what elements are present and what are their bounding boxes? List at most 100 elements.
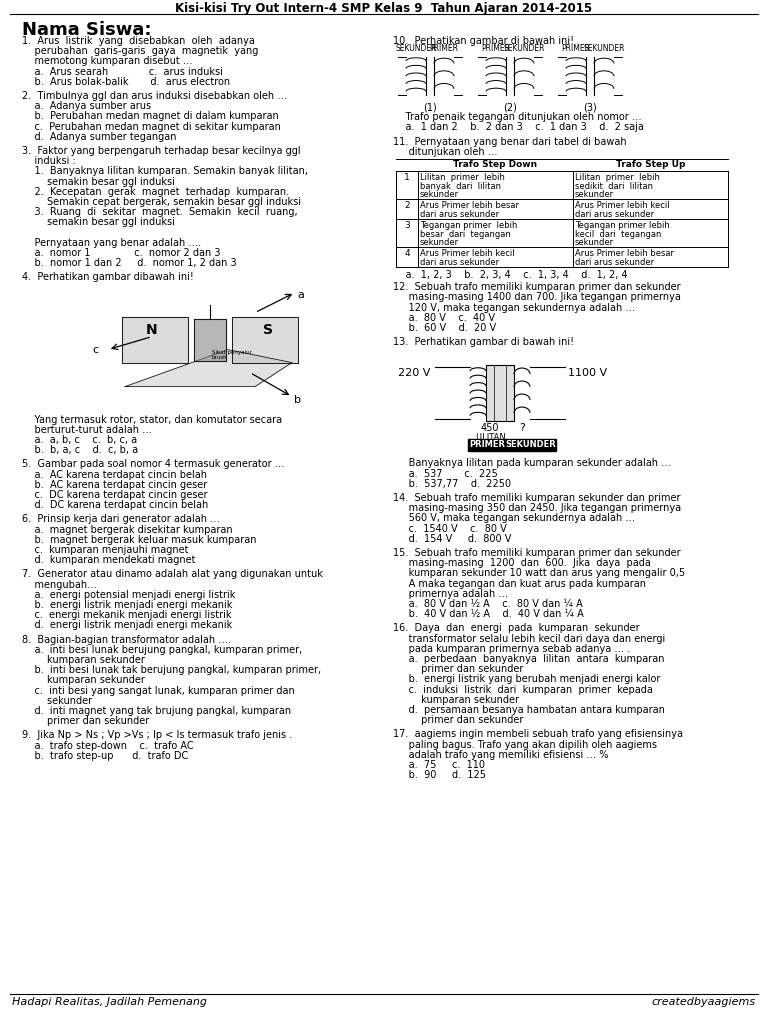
Text: a.  537       c.  225: a. 537 c. 225	[393, 469, 498, 478]
Text: 1.  Banyaknya lilitan kumparan. Semakin banyak lilitan,: 1. Banyaknya lilitan kumparan. Semakin b…	[22, 167, 308, 176]
Text: PRIMER: PRIMER	[561, 44, 591, 53]
Text: masing-masing 350 dan 2450. Jika tegangan primernya: masing-masing 350 dan 2450. Jika teganga…	[393, 503, 681, 513]
Text: pada kumparan primernya sebab adanya … .: pada kumparan primernya sebab adanya … .	[393, 644, 631, 653]
Text: Lilitan  primer  lebih: Lilitan primer lebih	[420, 173, 505, 182]
Text: a.  80 V dan ½ A    c.  80 V dan ¼ A: a. 80 V dan ½ A c. 80 V dan ¼ A	[393, 599, 583, 609]
Text: Banyaknya lilitan pada kumparan sekunder adalah …: Banyaknya lilitan pada kumparan sekunder…	[393, 459, 671, 468]
Polygon shape	[232, 316, 298, 362]
Text: b.  trafo step-up      d.  trafo DC: b. trafo step-up d. trafo DC	[22, 751, 188, 761]
Text: a.  energi potensial menjadi energi listrik: a. energi potensial menjadi energi listr…	[22, 590, 235, 600]
Text: sedikit  dari  lilitan: sedikit dari lilitan	[575, 181, 653, 190]
Text: b.  AC karena terdapat cincin geser: b. AC karena terdapat cincin geser	[22, 480, 207, 489]
Text: PRIMER: PRIMER	[429, 44, 458, 53]
Text: ditunjukan oleh …: ditunjukan oleh …	[393, 146, 498, 157]
Text: dari arus sekunder: dari arus sekunder	[575, 257, 654, 266]
Text: a.  perbedaan  banyaknya  lilitan  antara  kumparan: a. perbedaan banyaknya lilitan antara ku…	[393, 654, 664, 664]
Text: Arus Primer lebih kecil: Arus Primer lebih kecil	[575, 201, 670, 210]
Text: 11.  Pernyataan yang benar dari tabel di bawah: 11. Pernyataan yang benar dari tabel di …	[393, 136, 627, 146]
Text: semakin besar ggl induksi: semakin besar ggl induksi	[22, 176, 175, 186]
Text: a.  Arus searah             c.  arus induksi: a. Arus searah c. arus induksi	[22, 67, 223, 77]
Text: banyak  dari  lilitan: banyak dari lilitan	[420, 181, 501, 190]
Text: sekunder: sekunder	[575, 238, 614, 247]
Polygon shape	[122, 316, 188, 362]
Text: c.  energi mekanik menjadi energi listrik: c. energi mekanik menjadi energi listrik	[22, 610, 231, 621]
Text: Kisi-kisi Try Out Intern-4 SMP Kelas 9  Tahun Ajaran 2014-2015: Kisi-kisi Try Out Intern-4 SMP Kelas 9 T…	[175, 2, 593, 15]
Text: SEKUNDER: SEKUNDER	[583, 44, 624, 53]
Text: b.  magnet bergerak keluar masuk kumparan: b. magnet bergerak keluar masuk kumparan	[22, 535, 257, 545]
Text: dari arus sekunder: dari arus sekunder	[575, 210, 654, 218]
Text: a.  Adanya sumber arus: a. Adanya sumber arus	[22, 101, 151, 112]
Text: 12.  Sebuah trafo memiliki kumparan primer dan sekunder: 12. Sebuah trafo memiliki kumparan prime…	[393, 283, 680, 292]
Text: c.  DC karena terdapat cincin geser: c. DC karena terdapat cincin geser	[22, 490, 207, 500]
Text: A maka tegangan dan kuat arus pada kumparan: A maka tegangan dan kuat arus pada kumpa…	[393, 579, 646, 589]
Text: 5.  Gambar pada soal nomor 4 termasuk generator …: 5. Gambar pada soal nomor 4 termasuk gen…	[22, 460, 284, 469]
Text: Nama Siswa:: Nama Siswa:	[22, 22, 151, 39]
Text: Arus Primer lebih besar: Arus Primer lebih besar	[575, 249, 674, 258]
Text: paling bagus. Trafo yang akan dipilih oleh aagiems: paling bagus. Trafo yang akan dipilih ol…	[393, 739, 657, 750]
Text: b.  b, a, c    d.  c, b, a: b. b, a, c d. c, b, a	[22, 445, 138, 456]
Text: Trafo penaik tegangan ditunjukan oleh nomor …: Trafo penaik tegangan ditunjukan oleh no…	[393, 113, 641, 122]
Text: 7.  Generator atau dinamo adalah alat yang digunakan untuk: 7. Generator atau dinamo adalah alat yan…	[22, 569, 323, 580]
Text: 120 V, maka tegangan sekundernya adalah …: 120 V, maka tegangan sekundernya adalah …	[393, 303, 635, 312]
Text: b.  energi listrik yang berubah menjadi energi kalor: b. energi listrik yang berubah menjadi e…	[393, 675, 660, 684]
Text: Hadapi Realitas, Jadilah Pemenang: Hadapi Realitas, Jadilah Pemenang	[12, 997, 207, 1007]
Text: a.  a, b, c    c.  b, c, a: a. a, b, c c. b, c, a	[22, 435, 137, 445]
Text: 450: 450	[481, 423, 499, 433]
Text: 14.  Sebuah trafo memiliki kumparan sekunder dan primer: 14. Sebuah trafo memiliki kumparan sekun…	[393, 493, 680, 503]
Text: b.  nomor 1 dan 2     d.  nomor 1, 2 dan 3: b. nomor 1 dan 2 d. nomor 1, 2 dan 3	[22, 258, 237, 268]
Text: primer dan sekunder: primer dan sekunder	[22, 716, 149, 726]
Text: c.  1540 V    c.  80 V: c. 1540 V c. 80 V	[393, 523, 507, 534]
Text: primernya adalah …: primernya adalah …	[393, 589, 508, 599]
Text: (3): (3)	[583, 102, 597, 113]
Text: b.  537,77    d.  2250: b. 537,77 d. 2250	[393, 479, 511, 488]
Text: 3: 3	[404, 221, 410, 230]
Polygon shape	[125, 349, 292, 387]
Text: 15.  Sebuah trafo memiliki kumparan primer dan sekunder: 15. Sebuah trafo memiliki kumparan prime…	[393, 548, 680, 558]
Text: memotong kumparan disebut …: memotong kumparan disebut …	[22, 56, 193, 67]
Text: 220 V: 220 V	[398, 369, 430, 379]
Text: b.  60 V    d.  20 V: b. 60 V d. 20 V	[393, 323, 496, 333]
Text: (2): (2)	[503, 102, 517, 113]
Text: b.  40 V dan ½ A    d.  40 V dan ¼ A: b. 40 V dan ½ A d. 40 V dan ¼ A	[393, 609, 584, 620]
Text: c.  Perubahan medan magnet di sekitar kumparan: c. Perubahan medan magnet di sekitar kum…	[22, 122, 281, 132]
Text: d.  Adanya sumber tegangan: d. Adanya sumber tegangan	[22, 132, 177, 141]
Text: a.  magnet bergerak disekitar kumparan: a. magnet bergerak disekitar kumparan	[22, 524, 233, 535]
Text: 6.  Prinsip kerja dari generator adalah …: 6. Prinsip kerja dari generator adalah …	[22, 514, 220, 524]
Text: 10.  Perhatikan gambar di bawah ini!: 10. Perhatikan gambar di bawah ini!	[393, 36, 574, 46]
Text: Trafo Step Down: Trafo Step Down	[453, 160, 538, 169]
Bar	[486, 366, 514, 422]
Text: c.  induksi  listrik  dari  kumparan  primer  kepada: c. induksi listrik dari kumparan primer …	[393, 685, 653, 694]
Text: masing-masing  1200  dan  600.  Jika  daya  pada: masing-masing 1200 dan 600. Jika daya pa…	[393, 558, 650, 568]
Text: b.  inti besi lunak tak berujung pangkal, kumparan primer,: b. inti besi lunak tak berujung pangkal,…	[22, 666, 321, 675]
Text: b.  Perubahan medan magnet di dalam kumparan: b. Perubahan medan magnet di dalam kumpa…	[22, 112, 279, 122]
Text: sekunder: sekunder	[420, 238, 459, 247]
Text: c.  inti besi yang sangat lunak, kumparan primer dan: c. inti besi yang sangat lunak, kumparan…	[22, 686, 295, 695]
Text: a.  75     c.  110: a. 75 c. 110	[393, 760, 485, 770]
Text: c.  kumparan menjauhi magnet: c. kumparan menjauhi magnet	[22, 545, 188, 555]
Polygon shape	[194, 318, 226, 360]
Text: PRIMER: PRIMER	[482, 44, 511, 53]
Text: Arus Primer lebih besar: Arus Primer lebih besar	[420, 201, 519, 210]
Text: kecil  dari  tegangan: kecil dari tegangan	[575, 229, 661, 239]
Text: d.  154 V     d.  800 V: d. 154 V d. 800 V	[393, 534, 511, 544]
Text: perubahan  garis-garis  gaya  magnetik  yang: perubahan garis-garis gaya magnetik yang	[22, 46, 258, 56]
Text: 3.  Ruang  di  sekitar  magnet.  Semakin  kecil  ruang,: 3. Ruang di sekitar magnet. Semakin keci…	[22, 207, 298, 217]
Text: primer dan sekunder: primer dan sekunder	[393, 715, 523, 725]
Text: (1): (1)	[423, 102, 437, 113]
Text: Tegangan primer lebih: Tegangan primer lebih	[575, 221, 670, 230]
Text: d.  kumparan mendekati magnet: d. kumparan mendekati magnet	[22, 555, 196, 565]
Text: sekunder: sekunder	[420, 190, 459, 199]
Text: a.  1 dan 2    b.  2 dan 3    c.  1 dan 3    d.  2 saja: a. 1 dan 2 b. 2 dan 3 c. 1 dan 3 d. 2 sa…	[393, 123, 644, 132]
Text: SEKUNDER: SEKUNDER	[505, 440, 556, 450]
Text: d.  energi listrik menjadi energi mekanik: d. energi listrik menjadi energi mekanik	[22, 621, 232, 631]
Text: b.  Arus bolak-balik       d.  arus electron: b. Arus bolak-balik d. arus electron	[22, 77, 230, 87]
Text: 2.  Kecepatan  gerak  magnet  terhadap  kumparan.: 2. Kecepatan gerak magnet terhadap kumpa…	[22, 186, 289, 197]
Text: Yang termasuk rotor, stator, dan komutator secara: Yang termasuk rotor, stator, dan komutat…	[22, 415, 282, 425]
Text: d.  DC karena terdapat cincin belah: d. DC karena terdapat cincin belah	[22, 500, 208, 510]
Text: 8.  Bagian-bagian transformator adalah ….: 8. Bagian-bagian transformator adalah ….	[22, 635, 231, 644]
Text: kumparan sekunder: kumparan sekunder	[393, 695, 519, 705]
Text: b.  energi listrik menjadi energi mekanik: b. energi listrik menjadi energi mekanik	[22, 600, 233, 610]
Text: Arus Primer lebih kecil: Arus Primer lebih kecil	[420, 249, 515, 258]
Text: d.  inti magnet yang tak brujung pangkal, kumparan: d. inti magnet yang tak brujung pangkal,…	[22, 706, 291, 716]
Text: SEKUNDER: SEKUNDER	[396, 44, 437, 53]
